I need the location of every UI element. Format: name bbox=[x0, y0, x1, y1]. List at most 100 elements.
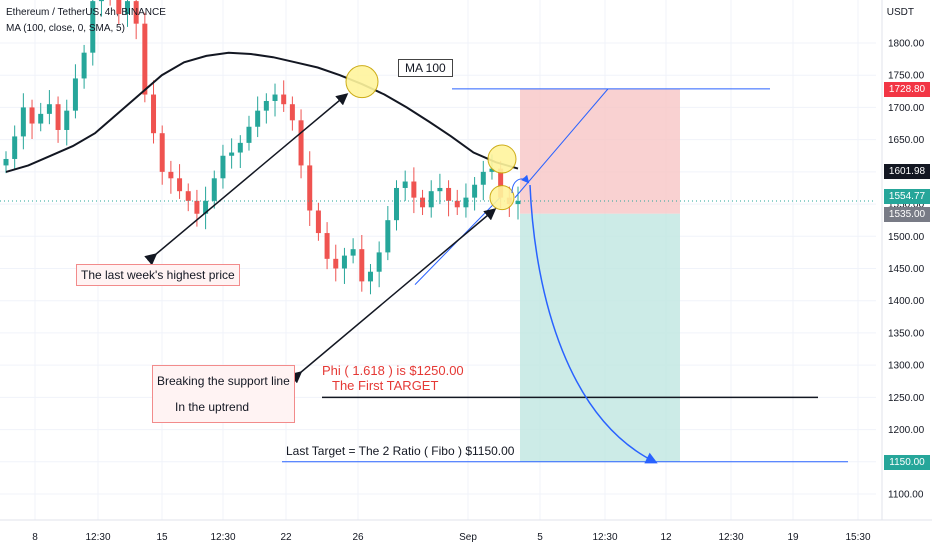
support-line-text-2: In the uptrend bbox=[175, 400, 250, 414]
candle-body bbox=[376, 252, 382, 272]
highest-price-note: The last week's highest price bbox=[76, 264, 240, 286]
time-tick-label: 8 bbox=[32, 532, 38, 543]
candle-body bbox=[515, 200, 521, 205]
price-axis[interactable]: 1800.001750.001700.001650.001600.001550.… bbox=[881, 0, 925, 520]
time-tick-label: 12:30 bbox=[592, 532, 617, 543]
candle-body bbox=[98, 0, 104, 2]
candle-body bbox=[124, 1, 130, 15]
candle-body bbox=[359, 249, 365, 282]
price-tick-label: 1400.00 bbox=[888, 296, 925, 307]
time-tick-label: Sep bbox=[459, 532, 477, 543]
candle-body bbox=[298, 120, 304, 166]
candle-body bbox=[289, 104, 295, 121]
candle-body bbox=[72, 78, 78, 111]
price-grid bbox=[0, 0, 876, 520]
candle-body bbox=[38, 113, 44, 124]
arrow-to-support-break bbox=[289, 208, 497, 384]
candle-body bbox=[64, 110, 70, 130]
candle-body bbox=[229, 152, 235, 156]
candle-body bbox=[133, 1, 139, 24]
time-tick-label: 12:30 bbox=[85, 532, 110, 543]
candle-body bbox=[20, 107, 26, 137]
candle-body bbox=[307, 165, 313, 211]
last-target-text: Last Target = The 2 Ratio ( Fibo ) $1150… bbox=[286, 444, 515, 458]
phi-target-text: Phi ( 1.618 ) is $1250.00 bbox=[322, 363, 464, 378]
candle-body bbox=[168, 171, 174, 179]
time-tick-label: 26 bbox=[352, 532, 364, 543]
candle-body bbox=[46, 104, 52, 114]
candle-body bbox=[446, 187, 452, 201]
time-tick-label: 12:30 bbox=[210, 532, 235, 543]
indicator-legend[interactable]: MA (100, close, 0, SMA, 5) bbox=[6, 23, 125, 34]
price-tick-label: 1500.00 bbox=[888, 232, 925, 243]
candle-body bbox=[81, 52, 87, 79]
position-zones bbox=[520, 88, 680, 462]
candle-body bbox=[159, 133, 165, 172]
candle-body bbox=[246, 126, 252, 143]
time-tick-label: 12:30 bbox=[718, 532, 743, 543]
time-tick-label: 15:30 bbox=[845, 532, 870, 543]
candle-body bbox=[324, 233, 330, 259]
price-tick-label: 1450.00 bbox=[888, 264, 925, 275]
candle-body bbox=[211, 178, 217, 201]
candle-body bbox=[394, 187, 400, 221]
price-tick-label: 1300.00 bbox=[888, 361, 925, 372]
candle-body bbox=[472, 184, 478, 198]
candle-body bbox=[272, 94, 278, 101]
ma-100-label: MA 100 bbox=[398, 59, 453, 77]
time-tick-label: 5 bbox=[537, 532, 543, 543]
price-tick-label: 1200.00 bbox=[888, 425, 925, 436]
candle-body bbox=[12, 136, 18, 159]
candle-body bbox=[281, 94, 287, 105]
candle-body bbox=[237, 142, 243, 153]
price-tag: 1554.77 bbox=[884, 188, 930, 204]
support-line-note: Breaking the support line In the uptrend bbox=[152, 365, 295, 423]
candle-body bbox=[90, 1, 96, 53]
arrow-to-highest-price bbox=[144, 93, 349, 266]
projection-arrow bbox=[529, 184, 658, 464]
target-zone bbox=[520, 213, 680, 462]
price-tick-label: 1350.00 bbox=[888, 328, 925, 339]
currency-label: USDT bbox=[886, 7, 914, 18]
candle-body bbox=[420, 197, 426, 208]
highlight-circle bbox=[345, 65, 379, 99]
candle-body bbox=[194, 200, 200, 214]
price-tick-label: 1100.00 bbox=[888, 490, 924, 501]
candle-body bbox=[428, 191, 434, 208]
candle-body bbox=[480, 171, 486, 185]
stop-loss-zone bbox=[520, 88, 680, 214]
candle-body bbox=[350, 249, 356, 256]
candle-body bbox=[151, 94, 157, 134]
price-tick-label: 1550.00 bbox=[888, 200, 925, 211]
candle-body bbox=[454, 200, 460, 208]
candle-body bbox=[463, 197, 469, 208]
time-axis[interactable]: 8 12:30 15 12:30 22 26 Sep 5 12:30 12 12:30 19 15:30 bbox=[0, 519, 932, 543]
price-tick-label: 1650.00 bbox=[888, 135, 925, 146]
price-tag: 1601.98 bbox=[884, 163, 930, 179]
candle-body bbox=[341, 255, 347, 269]
price-tick-label: 1800.00 bbox=[888, 39, 925, 50]
candle-body bbox=[385, 220, 391, 253]
candles bbox=[3, 0, 521, 295]
candle-body bbox=[177, 178, 183, 192]
candle-body bbox=[333, 258, 339, 269]
price-tick-label: 1750.00 bbox=[888, 71, 925, 82]
candle-body bbox=[411, 181, 417, 198]
symbol-title[interactable]: Ethereum / TetherUS, 4h, BINANCE bbox=[6, 7, 166, 18]
candle-body bbox=[315, 210, 321, 234]
candle-body bbox=[55, 104, 61, 130]
highlight-circle bbox=[487, 144, 517, 174]
candle-body bbox=[437, 187, 443, 192]
time-tick-label: 22 bbox=[280, 532, 292, 543]
price-tag: 1150.00 bbox=[884, 454, 930, 470]
candle-body bbox=[263, 100, 269, 111]
candle-body bbox=[142, 23, 148, 95]
candle-body bbox=[220, 155, 226, 179]
candle-body bbox=[489, 168, 495, 172]
first-target-text: The First TARGET bbox=[332, 378, 439, 393]
candle-body bbox=[3, 158, 9, 166]
candle-body bbox=[29, 107, 35, 124]
candle-body bbox=[367, 271, 373, 282]
chart-header: Ethereum / TetherUS, 4h, BINANCE MA (100… bbox=[6, 5, 166, 37]
